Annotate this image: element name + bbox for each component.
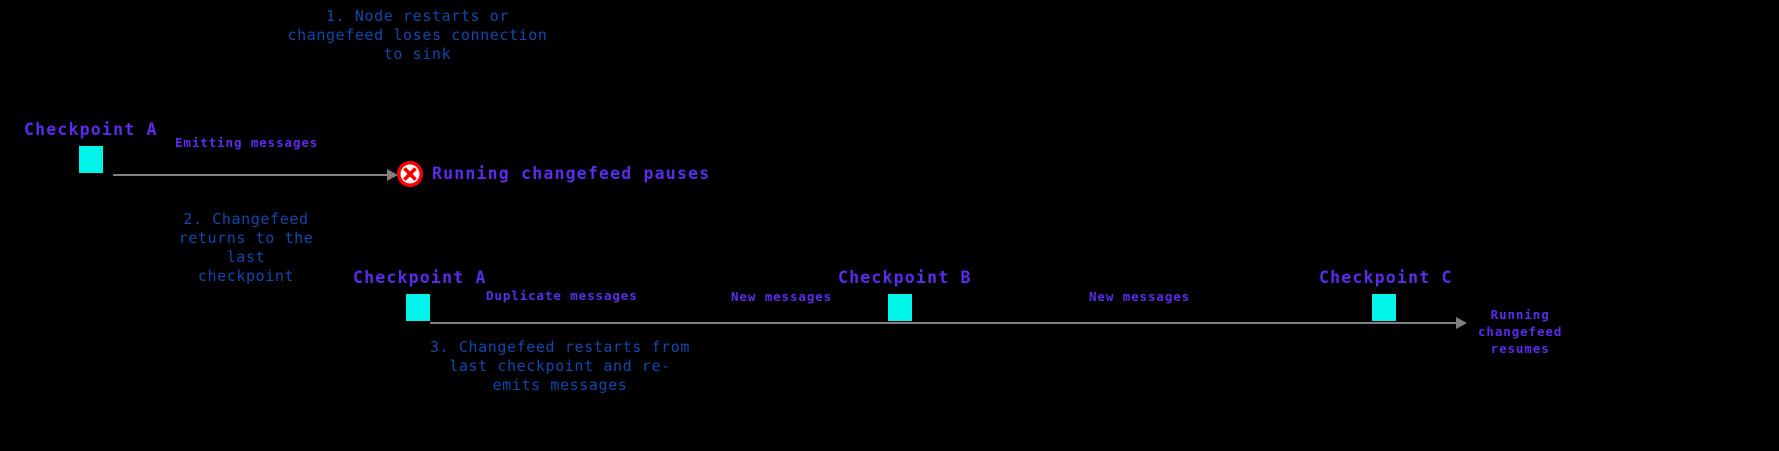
annotation-step-2: 2. Changefeed returns to the last checkp…	[178, 210, 314, 285]
bottom-segment-label-new-1: New messages	[731, 289, 833, 304]
bottom-segment-label-new-2: New messages	[1089, 289, 1191, 304]
bottom-checkpoint-b-square	[888, 294, 912, 321]
bottom-segment-label-duplicate: Duplicate messages	[486, 288, 638, 303]
bottom-timeline-arrowhead-icon	[1456, 317, 1467, 329]
bottom-checkpoint-a-square	[406, 294, 430, 321]
bottom-end-label-resumes: Running changefeed resumes	[1478, 307, 1563, 356]
bottom-checkpoint-a-label: Checkpoint A	[353, 268, 487, 287]
top-checkpoint-a-label: Checkpoint A	[24, 120, 158, 139]
error-circle-x-icon	[396, 160, 424, 188]
top-segment-label-emitting: Emitting messages	[175, 135, 319, 150]
top-timeline-line	[113, 174, 388, 176]
top-end-label-paused: Running changefeed pauses	[432, 164, 711, 183]
bottom-timeline-line	[430, 322, 1457, 324]
top-checkpoint-a-square	[79, 146, 103, 173]
bottom-checkpoint-c-label: Checkpoint C	[1319, 268, 1453, 287]
annotation-step-3: 3. Changefeed restarts from last checkpo…	[429, 338, 691, 394]
top-timeline-arrowhead-icon	[387, 169, 398, 181]
bottom-checkpoint-c-square	[1372, 294, 1396, 321]
bottom-checkpoint-b-label: Checkpoint B	[838, 268, 972, 287]
annotation-step-1: 1. Node restarts or changefeed loses con…	[287, 7, 548, 63]
